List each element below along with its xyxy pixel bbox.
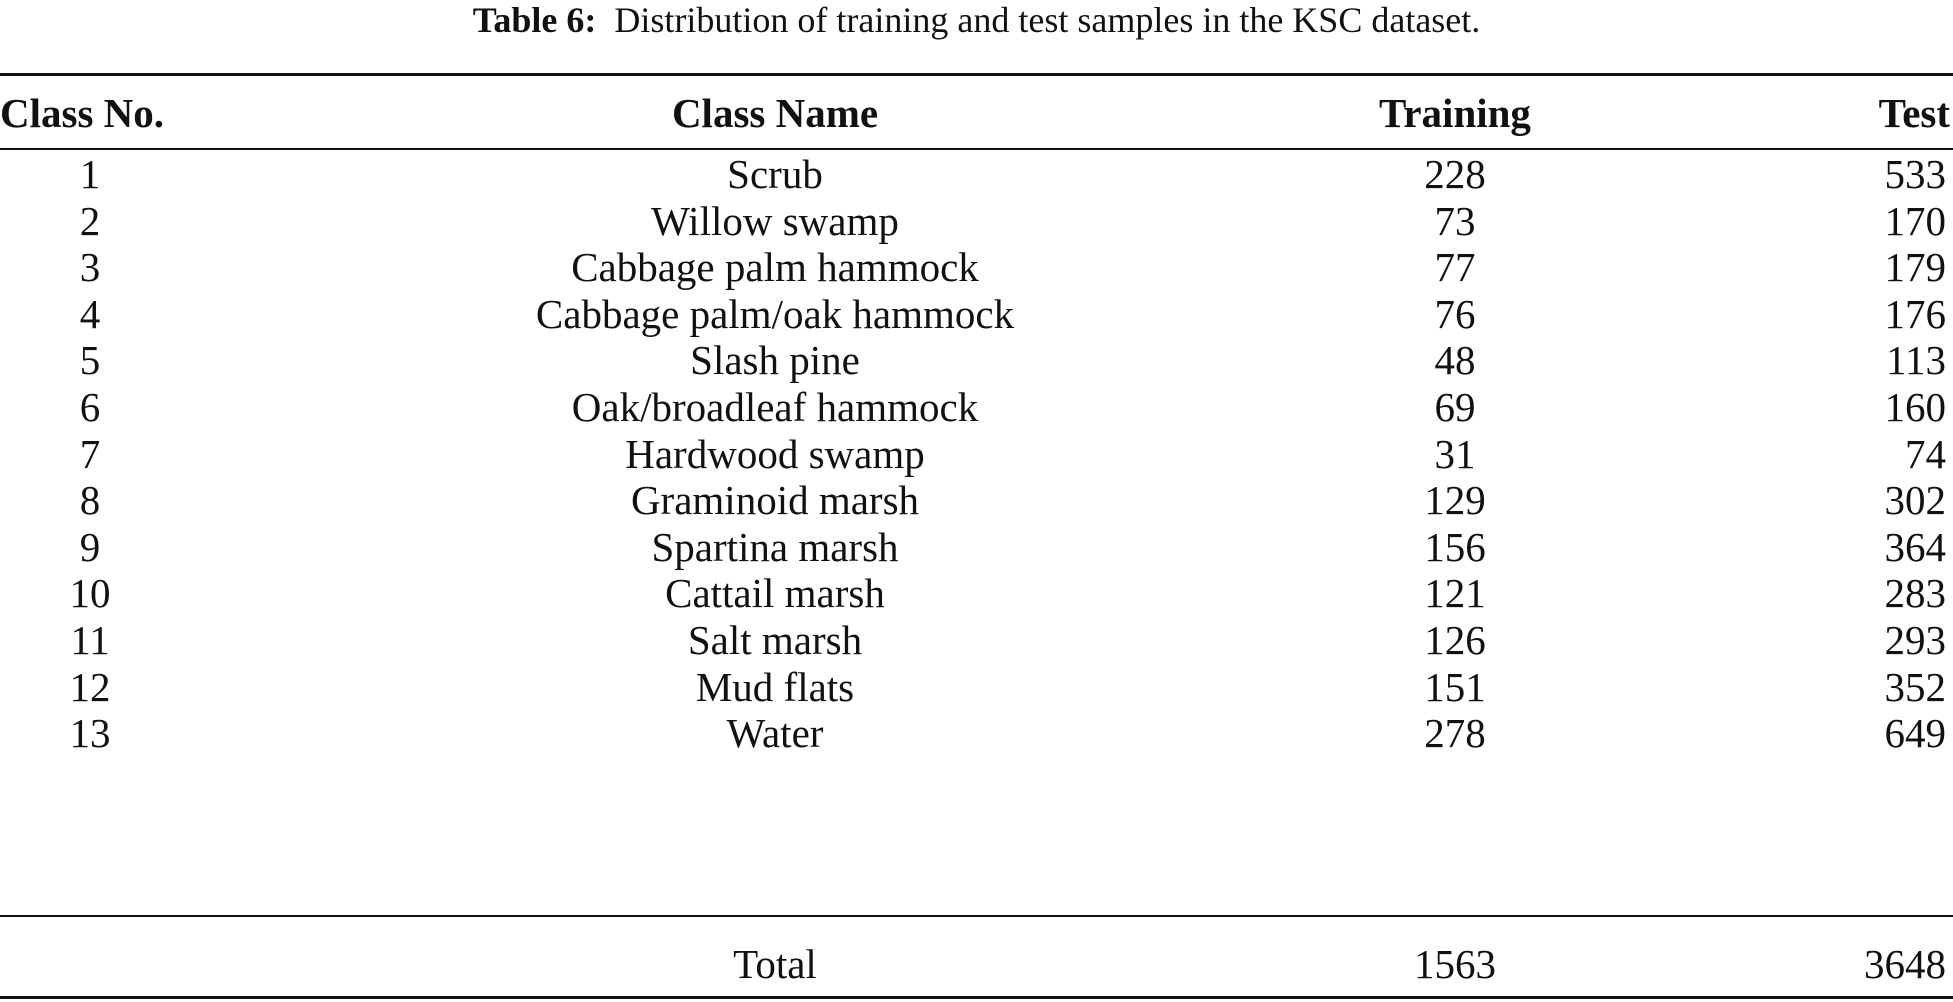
table-total-row: Total 1563 3648 [0,935,1953,993]
cell-training: 73 [1434,197,1476,244]
cell-class-no: 3 [79,244,101,291]
cell-class-name: Slash pine [690,337,860,384]
cell-class-name: Mud flats [695,663,855,710]
caption-text: Distribution of training and test sample… [614,0,1481,40]
table-row: 9 Spartina marsh 156 364 [0,524,1953,571]
bottom-rule [0,996,1953,999]
table-row: 10 Cattail marsh 121 283 [0,570,1953,617]
table-row: 2 Willow swamp 73 170 [0,198,1953,245]
table-row: 12 Mud flats 151 352 [0,664,1953,711]
cell-test: 74 [1905,430,1946,477]
table-header-row: Class No. Class Name Training Test [0,84,1953,142]
cell-class-no: 12 [69,663,111,710]
total-label: Total [733,941,817,987]
table-row: 3 Cabbage palm hammock 77 179 [0,244,1953,291]
cell-class-name: Cabbage palm hammock [571,244,979,291]
cell-class-name: Water [726,710,824,757]
cell-test: 113 [1886,337,1946,384]
cell-training: 126 [1424,617,1486,663]
header-training: Training [1379,90,1531,136]
cell-test: 533 [1884,151,1947,197]
total-test: 3648 [1864,941,1946,987]
cell-class-name: Hardwood swamp [625,430,925,477]
cell-class-no: 7 [79,430,101,477]
cell-test: 352 [1884,663,1947,710]
table-row: 13 Water 278 649 [0,710,1953,757]
cell-class-name: Cattail marsh [665,570,885,617]
cell-training: 151 [1424,663,1486,710]
table-row: 1 Scrub 228 533 [0,151,1953,198]
cell-class-no: 6 [79,384,101,430]
cell-class-name: Scrub [727,151,823,197]
cell-training: 31 [1434,430,1476,477]
cell-class-no: 10 [69,570,111,617]
cell-test: 176 [1884,290,1947,337]
header-rule [0,148,1953,150]
total-rule [0,915,1953,917]
table-row: 4 Cabbage palm/oak hammock 76 176 [0,291,1953,338]
cell-class-no: 5 [79,337,101,384]
caption-label: Table 6: [472,0,597,40]
header-class-name: Class Name [671,90,879,136]
cell-test: 649 [1884,710,1947,757]
cell-test: 160 [1884,384,1947,430]
cell-test: 364 [1884,523,1947,570]
cell-class-name: Oak/broadleaf hammock [571,384,979,430]
top-rule [0,73,1953,76]
header-test: Test [1878,90,1950,136]
cell-training: 228 [1424,151,1486,197]
table-row: 6 Oak/broadleaf hammock 69 160 [0,384,1953,431]
cell-test: 283 [1884,570,1947,617]
cell-class-name: Graminoid marsh [630,477,920,524]
cell-training: 76 [1434,290,1476,337]
cell-class-no: 13 [69,710,111,757]
cell-test: 179 [1884,244,1947,291]
cell-training: 48 [1434,337,1476,384]
cell-test: 293 [1884,617,1947,663]
cell-class-no: 2 [79,197,101,244]
cell-class-no: 9 [79,523,101,570]
table-caption: Table 6: Distribution of training and te… [0,0,1953,42]
cell-class-name: Spartina marsh [651,523,899,570]
cell-training: 156 [1424,523,1486,570]
header-class-no: Class No. [0,90,165,136]
cell-class-no: 8 [79,477,101,524]
cell-class-name: Salt marsh [687,617,863,663]
cell-training: 129 [1424,477,1486,524]
cell-class-name: Willow swamp [651,197,899,244]
cell-test: 170 [1884,197,1947,244]
cell-test: 302 [1884,477,1947,524]
cell-class-no: 11 [70,617,110,663]
cell-training: 77 [1434,244,1476,291]
cell-class-no: 4 [79,290,101,337]
total-training: 1563 [1414,941,1496,987]
cell-training: 69 [1434,384,1476,430]
table-row: 5 Slash pine 48 113 [0,337,1953,384]
cell-class-name: Cabbage palm/oak hammock [535,290,1015,337]
cell-class-no: 1 [79,151,101,197]
cell-training: 121 [1424,570,1486,617]
table-row: 11 Salt marsh 126 293 [0,617,1953,664]
table-row: 7 Hardwood swamp 31 74 [0,431,1953,478]
cell-training: 278 [1424,710,1486,757]
table-row: 8 Graminoid marsh 129 302 [0,477,1953,524]
